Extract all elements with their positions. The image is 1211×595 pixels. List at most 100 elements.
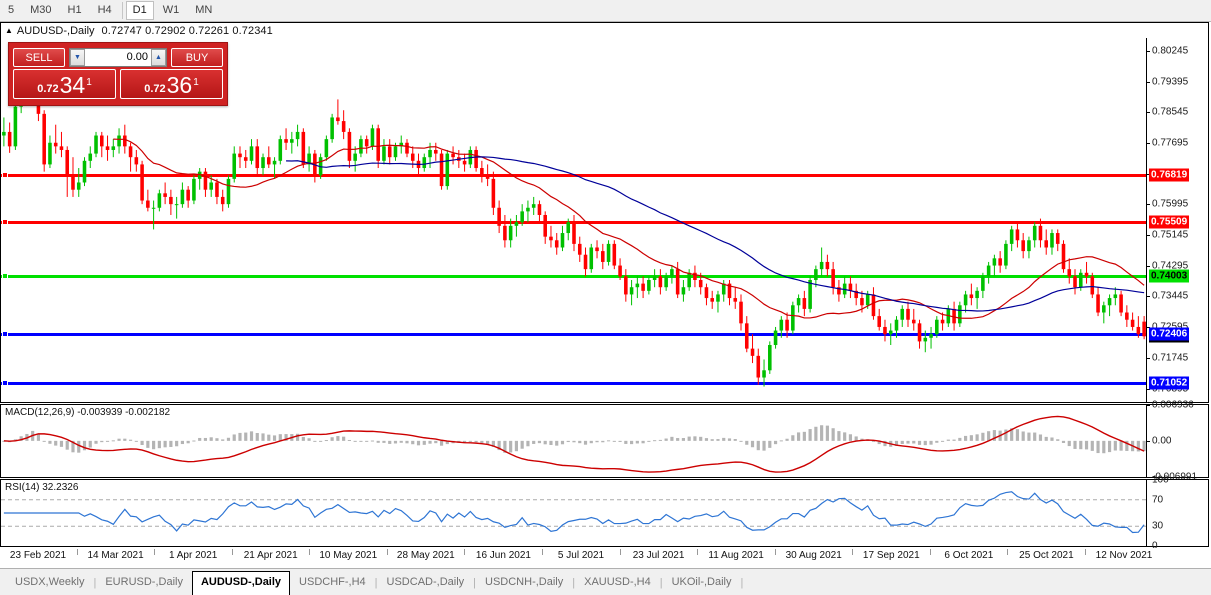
volume-increase-icon[interactable]: ▲ bbox=[151, 48, 166, 66]
chart-tab-ukoil-daily[interactable]: UKOil-,Daily bbox=[671, 576, 732, 588]
price-chart-pane[interactable]: 0.802450.793950.785450.776950.768450.759… bbox=[0, 38, 1209, 403]
date-axis-label: 11 Aug 2021 bbox=[708, 550, 764, 561]
date-axis-separator bbox=[929, 549, 931, 555]
price-axis[interactable]: 0.802450.793950.785450.776950.768450.759… bbox=[1146, 38, 1208, 402]
level-line-0.72406[interactable] bbox=[1, 332, 1146, 336]
sell-price-prefix: 0.72 bbox=[37, 83, 59, 95]
sell-price-quote[interactable]: 0.72 34 1 bbox=[13, 69, 116, 99]
collapse-triangle-icon[interactable]: ▲ bbox=[5, 26, 13, 35]
date-axis-separator bbox=[1085, 549, 1086, 555]
chart-tab-usdcnh-daily[interactable]: USDCNH-,Daily bbox=[485, 576, 564, 588]
date-axis-separator bbox=[386, 549, 388, 555]
chart-tab-eurusd-daily[interactable]: EURUSD-,Daily bbox=[105, 576, 183, 588]
level-label-0.71052[interactable]: 0.71052 bbox=[1149, 376, 1190, 390]
chart-tab-usdcad-daily[interactable]: USDCAD-,Daily bbox=[386, 576, 465, 588]
rsi-plot-area[interactable] bbox=[1, 480, 1146, 546]
date-axis-label: 16 Jun 2021 bbox=[475, 550, 531, 561]
macd-indicator-pane[interactable]: MACD(12,26,9) -0.003939 -0.002182 0.0069… bbox=[0, 400, 1209, 483]
macd-axis-tick: -0.006991 bbox=[1152, 471, 1198, 483]
price-axis-tick: 0.78545 bbox=[1152, 106, 1189, 118]
date-axis-label: 25 Oct 2021 bbox=[1019, 550, 1074, 561]
chart-tab-audusd-daily[interactable]: AUDUSD-,Daily bbox=[191, 571, 291, 595]
date-axis-separator bbox=[76, 549, 78, 555]
date-axis-label: 10 May 2021 bbox=[319, 550, 378, 561]
level-label-0.76819[interactable]: 0.76819 bbox=[1149, 168, 1190, 182]
date-axis-separator bbox=[852, 549, 854, 555]
timeframe-5[interactable]: 5 bbox=[8, 4, 15, 16]
date-axis-separator bbox=[154, 549, 156, 555]
sell-price-big: 34 bbox=[59, 72, 86, 98]
level-label-0.72406[interactable]: 0.72406 bbox=[1149, 327, 1190, 341]
timeframe-w1[interactable]: W1 bbox=[162, 4, 180, 16]
rsi-series bbox=[1, 491, 1146, 534]
axis-tick-mark bbox=[1147, 204, 1150, 206]
date-axis: 23 Feb 2021 14 Mar 2021 1 Apr 2021 21 Apr 2… bbox=[0, 548, 1209, 566]
macd-axis-tick: 0.00 bbox=[1152, 435, 1172, 447]
date-axis-separator bbox=[464, 549, 466, 555]
macd-axis-tick: 0.006936 bbox=[1152, 399, 1194, 411]
date-axis-label: 28 May 2021 bbox=[396, 550, 455, 561]
price-axis-tick: 0.72595 bbox=[1152, 322, 1188, 333]
timeframe-m30[interactable]: M30 bbox=[30, 4, 52, 16]
axis-tick-mark bbox=[1147, 173, 1150, 175]
volume-decrease-icon[interactable]: ▼ bbox=[70, 48, 85, 66]
axis-tick-mark bbox=[1147, 296, 1150, 298]
date-axis-separator bbox=[619, 549, 621, 555]
level-handle[interactable] bbox=[2, 273, 8, 280]
price-axis-tick: 0.79395 bbox=[1152, 76, 1189, 88]
axis-tick-mark bbox=[1147, 112, 1150, 114]
tab-separator: | bbox=[473, 577, 477, 589]
volume-stepper[interactable]: ▼ 0.00 ▲ bbox=[69, 47, 167, 67]
chart-tab-usdx-weekly[interactable]: USDX,Weekly bbox=[15, 576, 85, 588]
level-label-0.74003[interactable]: 0.74003 bbox=[1149, 269, 1190, 283]
level-handle[interactable] bbox=[2, 330, 8, 337]
date-axis-separator bbox=[1007, 549, 1009, 555]
level-handle[interactable] bbox=[2, 218, 8, 225]
timeframe-d1[interactable]: D1 bbox=[125, 1, 154, 20]
chart-tab-bar: USDX,Weekly | EURUSD-,Daily AUDUSD-,Daily US… bbox=[0, 568, 1211, 595]
axis-tick-mark bbox=[1147, 50, 1150, 52]
price-axis-tick: 0.75145 bbox=[1152, 229, 1189, 241]
tab-separator: | bbox=[93, 577, 97, 589]
macd-plot-area[interactable] bbox=[1, 405, 1146, 477]
buy-button[interactable]: BUY bbox=[171, 47, 223, 67]
level-line-0.71052[interactable] bbox=[1, 381, 1146, 385]
tab-separator: | bbox=[659, 577, 663, 589]
trade-panel-controls: SELL ▼ 0.00 ▲ BUY bbox=[9, 43, 227, 68]
rsi-indicator-pane[interactable]: RSI(14) 32.2326 100 70 30 0 bbox=[0, 475, 1209, 552]
axis-tick-mark bbox=[1147, 142, 1150, 144]
tab-separator: | bbox=[374, 577, 378, 589]
price-plot-area[interactable] bbox=[1, 38, 1146, 402]
date-axis-separator bbox=[231, 549, 233, 555]
price-axis-tick: 0.71745 bbox=[1152, 352, 1189, 364]
level-line-0.74003[interactable] bbox=[1, 275, 1146, 279]
candlestick-series bbox=[2, 57, 1146, 387]
chart-tab-usdchf-h4[interactable]: USDCHF-,H4 bbox=[299, 576, 366, 588]
chart-symbol-header: ▲ AUDUSD-,Daily 0.72747 0.72902 0.72261 … bbox=[0, 22, 1209, 38]
date-axis-separator bbox=[309, 549, 311, 555]
timeframe-h1[interactable]: H1 bbox=[67, 4, 82, 16]
date-axis-separator bbox=[774, 549, 776, 555]
chart-tab-xauusd-h4[interactable]: XAUUSD-,H4 bbox=[584, 576, 651, 588]
buy-price-quote[interactable]: 0.72 36 1 bbox=[120, 69, 223, 99]
volume-value[interactable]: 0.00 bbox=[126, 51, 148, 63]
date-axis-label: 6 Oct 2021 bbox=[944, 550, 994, 561]
date-axis-label: 30 Aug 2021 bbox=[785, 550, 842, 561]
timeframe-mn[interactable]: MN bbox=[195, 4, 213, 16]
axis-tick-mark bbox=[1147, 81, 1150, 83]
sell-button[interactable]: SELL bbox=[13, 47, 65, 67]
macd-series bbox=[2, 415, 1146, 473]
axis-tick-mark bbox=[1147, 357, 1150, 359]
price-axis-tick: 0.77695 bbox=[1152, 137, 1189, 149]
timeframe-h4[interactable]: H4 bbox=[97, 4, 112, 16]
date-axis-label: 17 Sep 2021 bbox=[862, 550, 920, 561]
axis-tick-mark bbox=[1147, 477, 1150, 478]
rsi-axis: 100 70 30 0 bbox=[1146, 475, 1208, 552]
axis-tick-mark bbox=[1147, 327, 1150, 329]
one-click-trading-panel[interactable]: SELL ▼ 0.00 ▲ BUY 0.72 34 1 0.72 36 1 bbox=[8, 42, 228, 106]
date-axis-separator bbox=[542, 549, 543, 555]
tab-separator: | bbox=[740, 577, 744, 589]
level-handle[interactable] bbox=[2, 379, 8, 386]
level-label-0.75509[interactable]: 0.75509 bbox=[1149, 215, 1190, 229]
level-handle[interactable] bbox=[2, 171, 8, 178]
